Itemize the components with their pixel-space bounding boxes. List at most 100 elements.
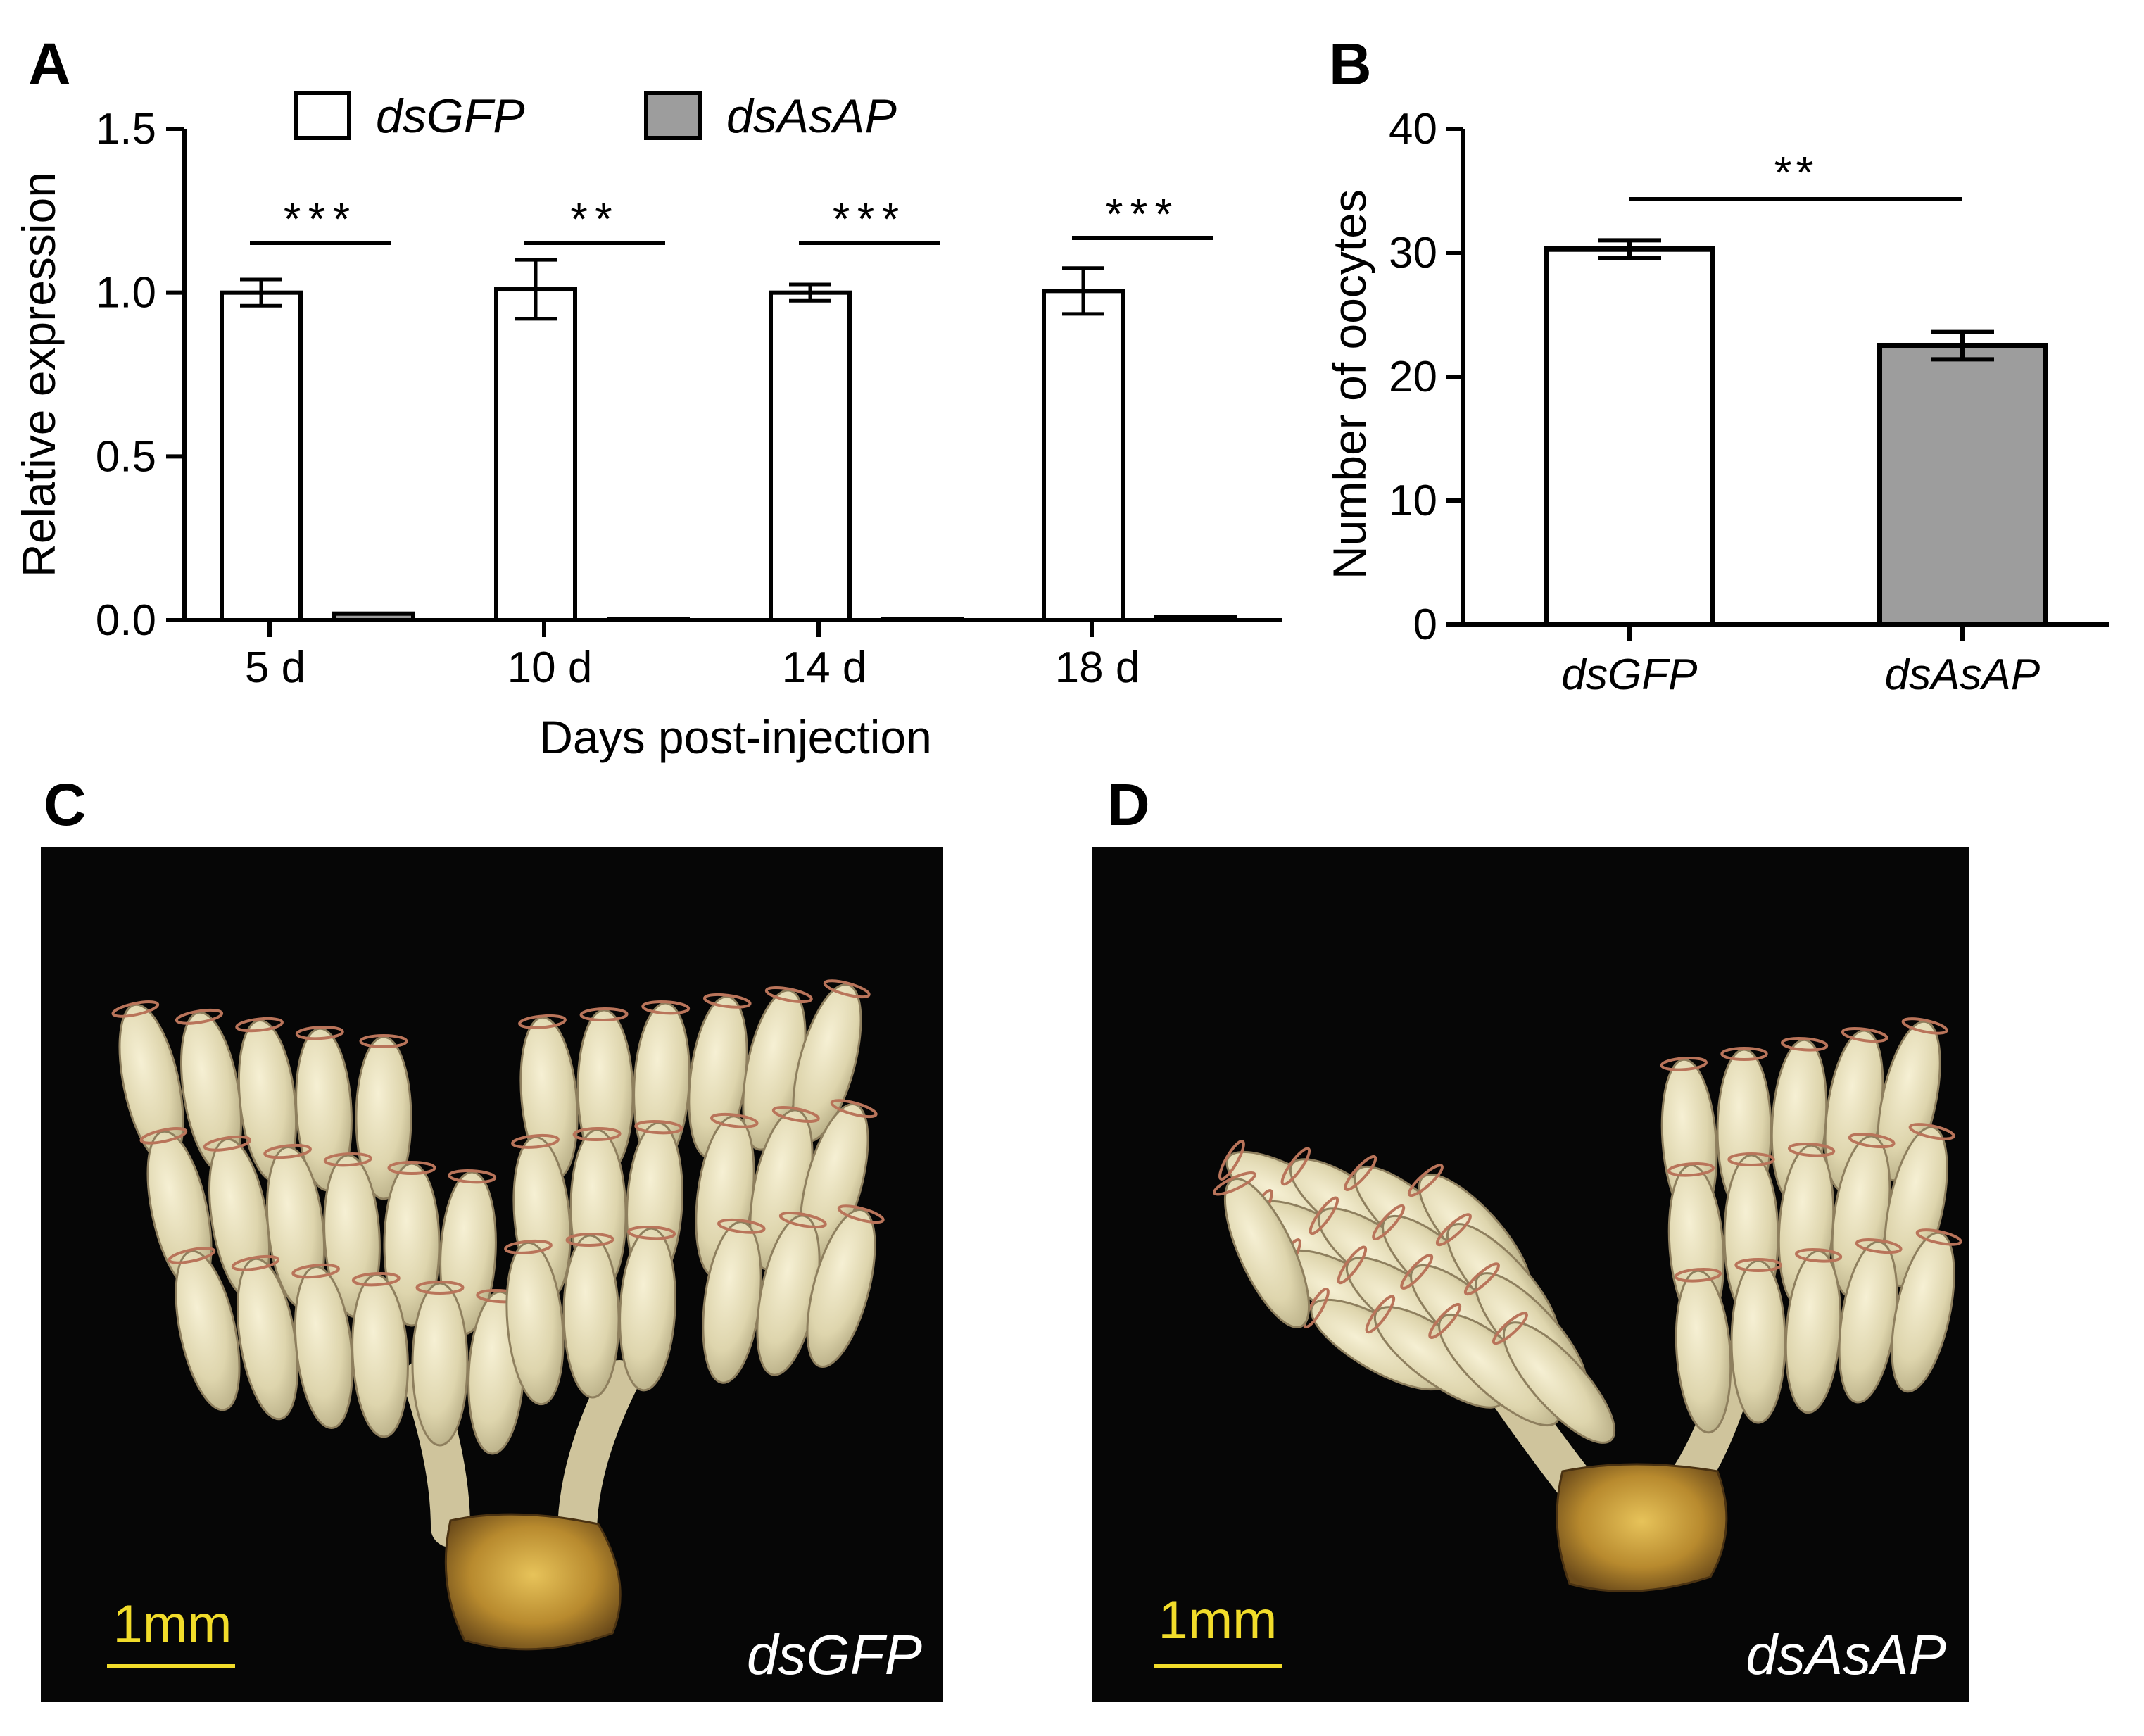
oocyte-tip bbox=[1855, 1238, 1903, 1254]
a-bar-dsAsAP-2 bbox=[607, 617, 690, 623]
b-y-tick-label: 40 bbox=[1389, 105, 1437, 153]
oocyte-tip bbox=[572, 1126, 622, 1142]
oocyte-tip bbox=[1908, 1123, 1955, 1140]
oocyte-tip bbox=[295, 1025, 344, 1040]
oocyte-tip bbox=[1727, 1152, 1775, 1166]
oocyte-tip bbox=[1407, 1164, 1444, 1197]
oocyte-tip bbox=[1337, 1245, 1368, 1285]
photo-panel-d: 1mm dsAsAP bbox=[1092, 847, 1969, 1702]
oocyte-tip bbox=[323, 1152, 372, 1167]
legend-swatch-dsasap bbox=[644, 91, 702, 140]
oocyte-tip bbox=[263, 1143, 312, 1159]
b-x-tick-label: dsAsAP bbox=[1885, 650, 2041, 699]
b-y-tick-label: 10 bbox=[1389, 477, 1437, 525]
oocyte-tip bbox=[1667, 1162, 1715, 1177]
oocyte-tip bbox=[627, 1225, 676, 1240]
oocyte-tip bbox=[1734, 1258, 1782, 1272]
a-bar-dsGFP-1 bbox=[220, 290, 303, 622]
oocyte-tip bbox=[565, 1232, 614, 1247]
oocyte-tip bbox=[830, 1099, 878, 1119]
photo-d-caption: dsAsAP bbox=[1746, 1623, 1946, 1686]
a-significance-stars: *** bbox=[1106, 189, 1180, 239]
a-bar-dsGFP-2 bbox=[494, 287, 577, 622]
a-y-tick-label: 1.5 bbox=[96, 105, 156, 153]
photo-c-caption: dsGFP bbox=[747, 1623, 922, 1686]
oocyte-tip bbox=[1372, 1204, 1406, 1240]
oocyte-tip bbox=[235, 1017, 284, 1033]
b-significance-stars: ** bbox=[1774, 147, 1818, 198]
a-significance-stars: *** bbox=[833, 194, 907, 244]
ovary-illustration-d bbox=[1213, 1017, 1962, 1592]
oocyte-tip bbox=[1218, 1139, 1245, 1181]
scale-bar-c-label: 1mm bbox=[113, 1595, 232, 1654]
a-bar-dsAsAP-1 bbox=[332, 611, 415, 623]
oocyte-tip bbox=[1848, 1132, 1896, 1149]
legend-swatch-dsgfp bbox=[294, 91, 351, 140]
oocyte-tip bbox=[1303, 1287, 1330, 1329]
oocyte-tip bbox=[1788, 1142, 1836, 1157]
a-y-tick-label: 0.5 bbox=[96, 432, 156, 481]
oocyte-tip bbox=[1915, 1228, 1962, 1246]
legend-label-dsgfp: dsGFP bbox=[376, 89, 525, 143]
chart-relative-expression: 0.00.51.01.5 *** ** *** *** 5 d 10 d 14 d 18 d… bbox=[13, 89, 1282, 763]
a-y-tick-label: 1.0 bbox=[96, 269, 156, 317]
oocyte-tip bbox=[710, 1112, 759, 1128]
a-x-tick-label: 10 d bbox=[507, 643, 593, 692]
a-y-tick-label: 0.0 bbox=[96, 596, 156, 645]
oocyte-tip bbox=[448, 1169, 497, 1184]
ovary-base-shape bbox=[444, 1513, 622, 1651]
oocyte-tip bbox=[1674, 1267, 1722, 1283]
oocyte-tip bbox=[415, 1281, 465, 1295]
a-bar-dsGFP-4 bbox=[1042, 289, 1125, 622]
oocyte-tip bbox=[1841, 1026, 1888, 1043]
oocyte-tip bbox=[703, 993, 752, 1009]
oocyte-tip bbox=[778, 1211, 827, 1229]
b-x-tick-label: dsGFP bbox=[1562, 650, 1698, 699]
oocyte-shape bbox=[1223, 1178, 1311, 1328]
oocyte-tip bbox=[771, 1105, 820, 1124]
oocyte-tip bbox=[111, 1000, 160, 1018]
b-y-axis-label: Number of oocytes bbox=[1323, 189, 1375, 579]
a-x-tick-label: 5 d bbox=[245, 643, 305, 692]
oocyte-tip bbox=[717, 1218, 766, 1234]
a-significance-stars: ** bbox=[570, 194, 619, 244]
a-bar-dsAsAP-4 bbox=[1154, 615, 1237, 623]
oocyte-tip bbox=[504, 1239, 553, 1254]
oocyte-tip bbox=[823, 979, 871, 999]
oocyte-tip bbox=[203, 1135, 252, 1152]
oocyte-tip bbox=[1435, 1213, 1472, 1247]
oocyte-tip bbox=[359, 1034, 408, 1048]
b-bar-dsAsAP bbox=[1877, 343, 2048, 627]
b-y-tick-label: 0 bbox=[1413, 600, 1437, 649]
ovary-illustration-c bbox=[111, 979, 885, 1651]
chart-number-of-oocytes: 0 10 20 30 40 ** dsGFP dsAsAP Number of oocyt… bbox=[1323, 105, 2109, 699]
oocyte-tip bbox=[579, 1007, 629, 1022]
panel-letter-b: B bbox=[1329, 31, 1372, 97]
oocyte-tip bbox=[764, 986, 813, 1004]
oviduct-shape bbox=[557, 1360, 639, 1554]
b-y-tick-label: 30 bbox=[1389, 229, 1437, 277]
oocyte-tip bbox=[1660, 1056, 1708, 1071]
b-bar-dsGFP bbox=[1544, 246, 1715, 628]
oocyte-shape bbox=[1730, 1259, 1786, 1424]
oocyte-tip bbox=[518, 1014, 567, 1029]
oocyte-tip bbox=[1492, 1312, 1528, 1345]
photo-panel-c: 1mm dsGFP bbox=[41, 847, 943, 1702]
oocyte-tip bbox=[511, 1133, 560, 1149]
oocyte-tip bbox=[1463, 1262, 1500, 1296]
a-bar-dsGFP-3 bbox=[769, 290, 852, 622]
a-x-tick-label: 14 d bbox=[782, 643, 867, 692]
oocyte-tip bbox=[837, 1204, 885, 1224]
a-x-tick-label: 18 d bbox=[1055, 643, 1140, 692]
oocyte-tip bbox=[387, 1161, 436, 1175]
panel-letter-c: C bbox=[44, 772, 87, 838]
oocyte-tip bbox=[175, 1008, 224, 1025]
legend-label-dsasap: dsAsAP bbox=[726, 89, 897, 143]
oocyte-tip bbox=[1795, 1247, 1843, 1263]
oocyte-tip bbox=[1720, 1047, 1768, 1061]
ovary-base-shape bbox=[1556, 1463, 1728, 1592]
oocyte-tip bbox=[1365, 1295, 1396, 1334]
oocyte-tip bbox=[1309, 1196, 1339, 1235]
a-y-axis-label: Relative expression bbox=[13, 172, 65, 577]
